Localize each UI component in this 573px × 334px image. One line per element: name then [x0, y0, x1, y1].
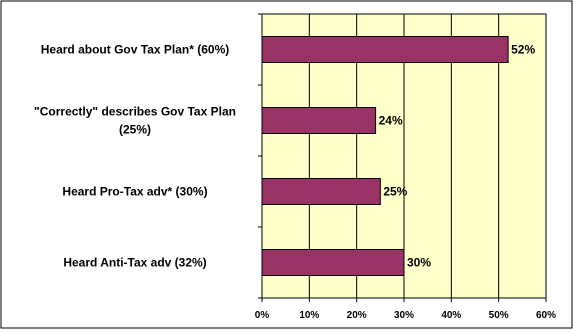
- axes: 0% 10% 20% 30% 40% 50% 60%: [255, 13, 556, 321]
- x-tick-label: 0%: [255, 310, 270, 321]
- bar: [261, 178, 381, 205]
- bar: [261, 107, 377, 134]
- bar-value-label: 24%: [379, 114, 403, 128]
- bar-value-label: 30%: [407, 256, 431, 270]
- category-label: (25%): [119, 123, 151, 137]
- bar-value-label: 52%: [511, 43, 535, 57]
- labels: 52% Heard about Gov Tax Plan* (60%) 24% "Co…: [34, 43, 535, 270]
- x-tick-label: 50%: [489, 310, 509, 321]
- x-tick-label: 30%: [394, 310, 414, 321]
- bar: [261, 249, 405, 276]
- x-tick-label: 60%: [536, 310, 556, 321]
- category-label: Heard Pro-Tax adv* (30%): [62, 185, 207, 199]
- category-label: Heard Anti-Tax adv (32%): [63, 256, 206, 270]
- x-tick-label: 10%: [299, 310, 319, 321]
- bar: [261, 36, 509, 63]
- category-label: Heard about Gov Tax Plan* (60%): [41, 43, 230, 57]
- x-tick-label: 20%: [347, 310, 367, 321]
- bars: [261, 36, 509, 276]
- bar-value-label: 25%: [383, 185, 407, 199]
- category-label: "Correctly" describes Gov Tax Plan: [34, 105, 236, 119]
- x-tick-label: 40%: [441, 310, 461, 321]
